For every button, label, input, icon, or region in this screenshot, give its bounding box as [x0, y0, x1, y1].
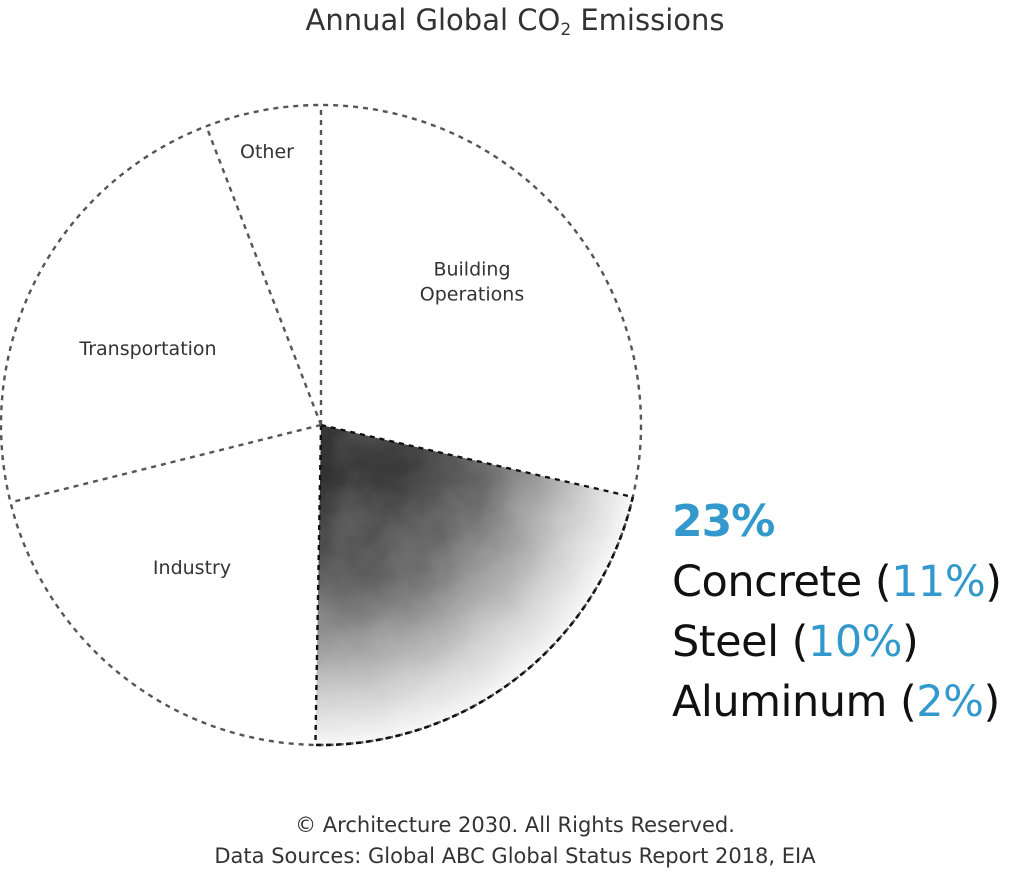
- breakdown-name-concrete: Concrete: [672, 557, 862, 607]
- slice-label-transportation: Transportation: [78, 338, 216, 360]
- slice-label-industry: Industry: [153, 557, 231, 579]
- slice-divider: [205, 125, 323, 426]
- slice-label-building-operations: Building Operations: [420, 259, 524, 306]
- pie-layer: Building Operations Industry Transportation…: [0, 103, 643, 747]
- highlight-total: 23%: [672, 492, 1030, 552]
- breakdown-row-concrete: Concrete (11%): [672, 557, 1002, 607]
- breakdown-value-steel: 10%: [807, 617, 903, 667]
- highlight-total-value: 23%: [672, 496, 775, 547]
- breakdown-name-aluminum: Aluminum: [672, 677, 887, 727]
- breakdown-value-concrete: 11%: [891, 557, 986, 607]
- pie-chart: Building Operations Industry Transportation…: [0, 103, 643, 747]
- emissions-breakdown: 23% Concrete (11%) Steel (10%) Aluminum …: [672, 492, 1030, 732]
- breakdown-row-aluminum: Aluminum (2%): [672, 677, 1000, 727]
- footer: © Architecture 2030. All Rights Reserved…: [0, 810, 1030, 872]
- chart-title-prefix: Annual Global CO: [305, 3, 561, 37]
- breakdown-name-steel: Steel: [672, 617, 779, 667]
- breakdown-row-steel: Steel (10%): [672, 617, 919, 667]
- copyright-text: © Architecture 2030. All Rights Reserved…: [295, 813, 735, 837]
- pie-outline: [0, 103, 643, 747]
- chart-title: Annual Global CO2 Emissions: [0, 0, 1030, 40]
- highlight-wedge-clouds: [315, 425, 633, 745]
- breakdown-value-aluminum: 2%: [916, 677, 984, 727]
- chart-title-subscript: 2: [560, 20, 572, 40]
- slice-divider: [314, 424, 323, 745]
- slice-divider: [10, 423, 322, 504]
- highlight-wedge-arc: [315, 496, 635, 747]
- data-sources-text: Data Sources: Global ABC Global Status R…: [214, 844, 816, 868]
- chart-title-suffix: Emissions: [571, 3, 725, 37]
- slice-divider: [320, 423, 634, 499]
- slice-label-other: Other: [240, 141, 294, 163]
